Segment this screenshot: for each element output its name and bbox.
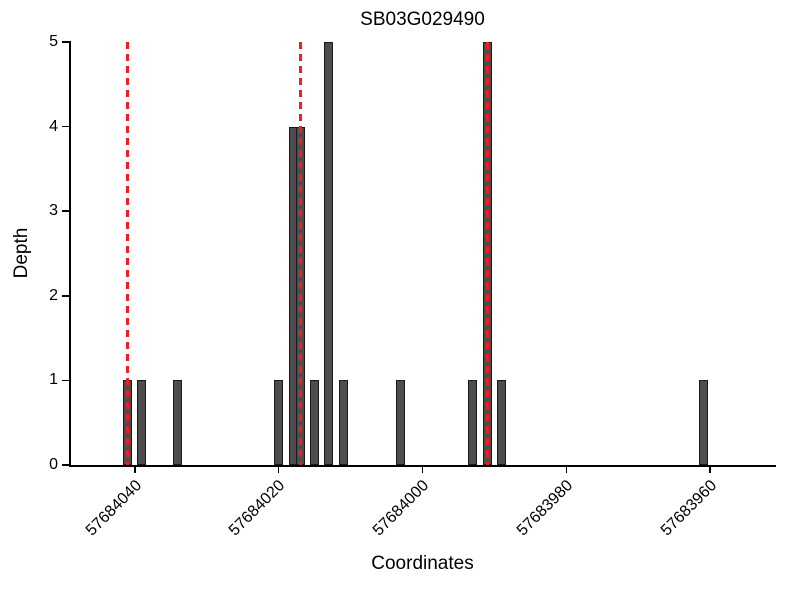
x-tick-mark (421, 466, 424, 473)
bar (396, 380, 406, 465)
x-tick-label: 57684000 (370, 477, 433, 540)
y-tick-mark (62, 295, 70, 297)
y-tick-label: 4 (49, 117, 58, 135)
y-tick-mark (62, 125, 70, 128)
x-tick-label: 57684040 (82, 477, 145, 540)
x-tick-label: 57683960 (657, 477, 721, 540)
bar (497, 380, 507, 465)
bar (468, 380, 478, 465)
y-tick-label: 0 (49, 456, 58, 473)
y-axis-label: Depth (11, 227, 32, 279)
bar (338, 380, 348, 465)
x-tick-label: 57684020 (226, 477, 289, 540)
y-tick-mark (62, 210, 70, 212)
x-tick-mark (133, 466, 136, 473)
x-tick-label: 57683980 (514, 477, 577, 540)
y-tick-label: 1 (49, 371, 58, 389)
red-dashed-line (126, 42, 130, 465)
y-axis-line (69, 41, 71, 466)
bar (274, 380, 284, 465)
y-tick-mark (62, 41, 70, 43)
y-tick-label: 5 (49, 33, 58, 50)
bar (698, 380, 708, 465)
x-tick-mark (709, 466, 712, 473)
red-dashed-line (485, 42, 489, 465)
bar (310, 380, 320, 465)
red-dashed-line (298, 42, 302, 465)
bar (137, 380, 147, 465)
bar (173, 380, 183, 465)
x-axis-label: Coordinates (371, 553, 474, 574)
y-tick-mark (62, 379, 70, 382)
y-tick-label: 3 (49, 202, 58, 220)
bar (324, 42, 334, 465)
x-tick-mark (277, 466, 280, 473)
x-tick-mark (565, 466, 568, 473)
y-tick-label: 2 (49, 286, 58, 304)
chart-title: SB03G029490 (360, 9, 485, 30)
y-tick-mark (62, 464, 70, 466)
x-axis-line (69, 465, 776, 467)
